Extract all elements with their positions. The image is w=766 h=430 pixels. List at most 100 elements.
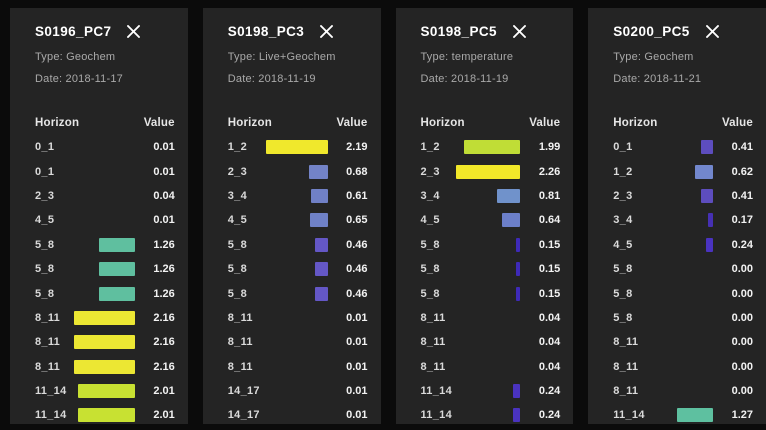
value-text: 1.26 — [153, 263, 175, 276]
value-text: 0.15 — [538, 287, 561, 300]
table-row: 14_17 0.01 — [228, 403, 368, 424]
value-text: 0.01 — [346, 385, 368, 398]
horizon-label: 14_17 — [227, 409, 260, 422]
value-column-header: Value — [721, 117, 753, 129]
card-type: Type: Live+Geochem — [227, 51, 336, 63]
table-row: 5_8 0.00 — [613, 306, 753, 330]
card-date: Date: 2018-11-17 — [35, 73, 123, 85]
horizon-label: 1_2 — [613, 165, 633, 178]
table-row: 11_14 0.24 — [421, 379, 560, 403]
value-text: 2.01 — [153, 385, 175, 398]
table-header: Horizon Value — [421, 111, 561, 135]
value-bar — [73, 359, 135, 374]
value-text: 2.16 — [153, 311, 175, 324]
horizon-label: 3_4 — [227, 189, 248, 202]
horizon-label: 5_8 — [35, 287, 55, 300]
value-text: 0.00 — [731, 385, 753, 398]
value-bar — [516, 237, 521, 252]
sample-cards-board: S0196_PC7 Type: Geochem Date: 2018-11-17… — [10, 8, 766, 424]
table-row: 5_8 0.15 — [420, 257, 560, 281]
value-bar — [98, 262, 135, 277]
value-bar — [310, 188, 328, 203]
value-bar — [314, 286, 328, 301]
table-row: 8_11 0.04 — [421, 330, 561, 354]
value-text: 0.65 — [346, 214, 368, 227]
value-text: 2.01 — [153, 409, 175, 422]
value-text: 2.26 — [538, 165, 561, 178]
value-bar — [513, 408, 521, 423]
table-row: 2_3 2.26 — [421, 159, 561, 183]
table-row: 11_14 2.01 — [35, 379, 175, 403]
table-row: 5_8 0.15 — [420, 281, 561, 305]
value-bar — [98, 237, 135, 252]
value-bar — [464, 140, 521, 155]
value-bar — [502, 213, 521, 228]
horizon-label: 3_4 — [420, 189, 440, 202]
value-bar — [314, 262, 328, 277]
horizon-label: 8_11 — [420, 311, 446, 324]
horizon-label: 11_14 — [420, 409, 452, 422]
horizon-label: 5_8 — [227, 287, 248, 300]
horizon-label: 5_8 — [420, 287, 440, 300]
table-row: 4_5 0.24 — [613, 233, 753, 257]
card-type: Type: Geochem — [613, 51, 694, 63]
horizon-label: 4_5 — [613, 238, 633, 251]
card-title: S0196_PC7 — [35, 23, 112, 39]
horizon-label: 8_11 — [35, 311, 61, 324]
table-row: 14_17 0.01 — [228, 379, 368, 403]
value-text: 0.41 — [731, 141, 753, 154]
table-row: 5_8 0.46 — [228, 233, 368, 257]
value-text: 0.15 — [538, 238, 561, 251]
table-row: 0_1 0.41 — [613, 135, 753, 159]
table-row: 1_2 2.19 — [228, 135, 368, 159]
value-text: 0.04 — [538, 311, 561, 324]
table-row: 3_4 0.17 — [613, 208, 753, 232]
value-text: 0.64 — [538, 214, 561, 227]
sample-card: S0198_PC5 Type: temperature Date: 2018-1… — [395, 8, 574, 424]
value-text: 0.01 — [346, 360, 368, 373]
close-button[interactable] — [705, 24, 720, 39]
horizon-column-header: Horizon — [35, 117, 80, 129]
table-row: 8_11 0.01 — [228, 330, 368, 354]
value-text: 0.68 — [346, 165, 368, 178]
card-title: S0198_PC3 — [227, 23, 305, 39]
value-text: 0.46 — [346, 263, 368, 276]
close-icon — [320, 24, 334, 38]
table-body: 1_2 1.99 2_3 2.26 3_4 0.81 4_5 0.64 5_8 … — [420, 135, 561, 424]
card-type: Type: Geochem — [35, 51, 116, 63]
sample-card: S0198_PC3 Type: Live+Geochem Date: 2018-… — [202, 8, 381, 424]
value-text: 0.01 — [346, 311, 368, 324]
horizon-label: 3_4 — [613, 214, 633, 227]
sample-card: S0196_PC7 Type: Geochem Date: 2018-11-17… — [10, 8, 188, 424]
close-button[interactable] — [319, 24, 334, 39]
table-body: 0_1 0.41 1_2 0.62 2_3 0.41 3_4 0.17 4_5 … — [613, 135, 753, 424]
table-row: 11_14 1.27 — [613, 403, 753, 424]
value-bar — [73, 335, 135, 350]
close-button[interactable] — [126, 24, 141, 39]
value-text: 0.04 — [538, 336, 561, 349]
close-button[interactable] — [512, 24, 527, 39]
horizon-label: 8_11 — [613, 360, 639, 373]
table-row: 4_5 0.01 — [35, 208, 175, 232]
value-text: 0.81 — [538, 189, 561, 202]
value-bar — [513, 384, 521, 399]
table-row: 8_11 0.01 — [228, 355, 368, 379]
table-row: 8_11 0.04 — [421, 306, 561, 330]
value-text: 2.16 — [153, 336, 175, 349]
value-column-header: Value — [529, 117, 561, 129]
horizon-label: 5_8 — [420, 263, 440, 276]
table-row: 8_11 0.04 — [421, 355, 561, 379]
value-text: 0.00 — [731, 311, 753, 324]
table-row: 1_2 1.99 — [421, 135, 560, 159]
table-row: 4_5 0.65 — [228, 208, 368, 232]
value-bar — [73, 310, 135, 325]
horizon-label: 2_3 — [613, 189, 633, 202]
value-text: 1.26 — [153, 238, 175, 251]
sample-card: S0200_PC5 Type: Geochem Date: 2018-11-21… — [588, 8, 766, 424]
table-row: 5_8 0.46 — [228, 257, 368, 281]
horizon-label: 11_14 — [35, 385, 67, 398]
table-row: 8_11 2.16 — [35, 355, 175, 379]
horizon-column-header: Horizon — [420, 117, 465, 129]
value-text: 0.46 — [346, 238, 368, 251]
